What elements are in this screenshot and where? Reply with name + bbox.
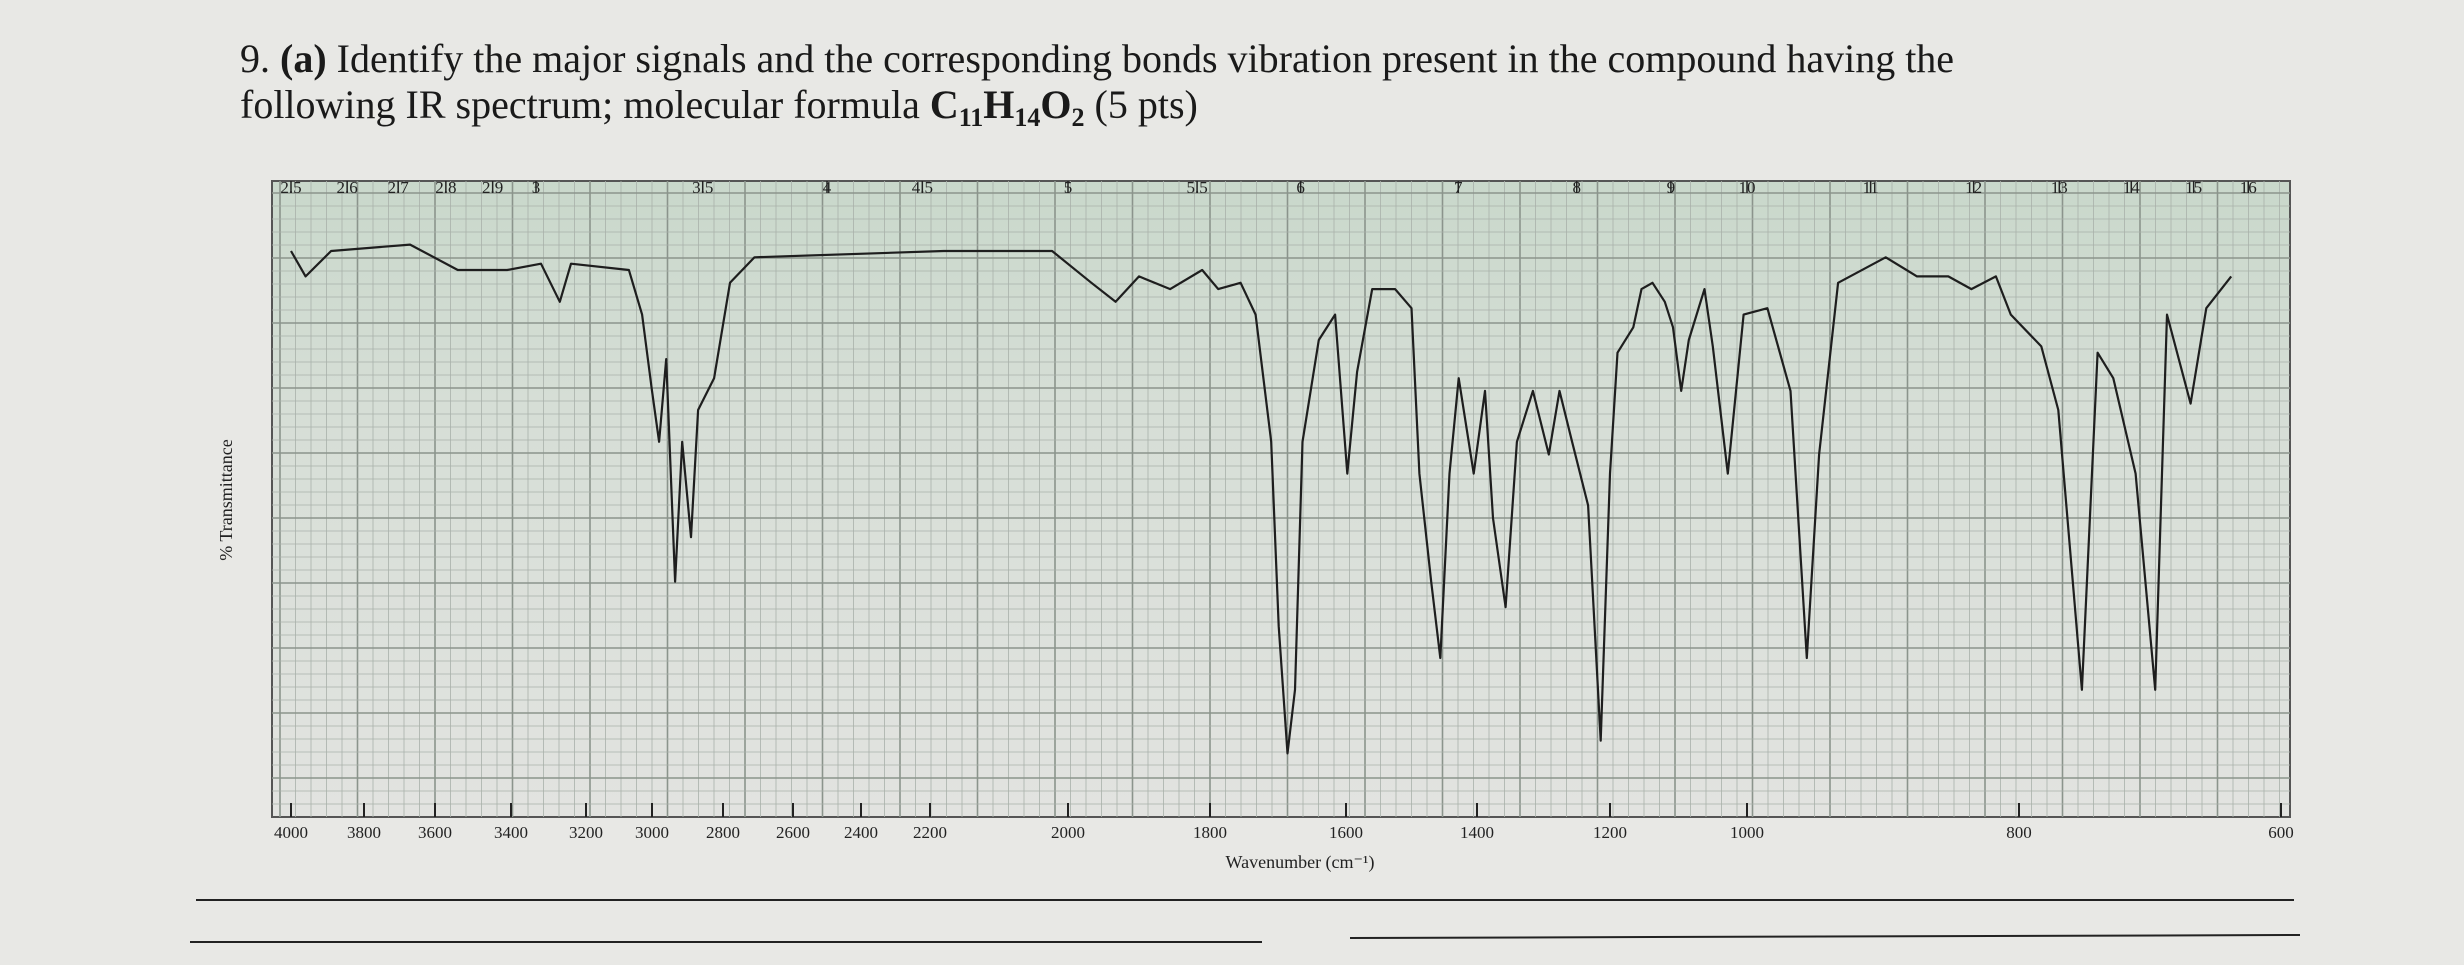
formula-symbol: C [930, 82, 959, 127]
x-tick-label: 3400 [494, 823, 528, 842]
x-tick-label: 2400 [844, 823, 878, 842]
x-tick-label: 3600 [418, 823, 452, 842]
x2-tick-label: 4.5 [912, 178, 933, 197]
question-part: (a) [280, 36, 327, 81]
formula-count: 11 [959, 103, 984, 132]
x2-tick-label: 3 [532, 178, 541, 197]
x-tick-label: 4000 [274, 823, 308, 842]
x-tick-label: 800 [2006, 823, 2032, 842]
x-tick-label: 600 [2268, 823, 2294, 842]
x-tick-label: 2800 [706, 823, 740, 842]
formula-symbol: H [983, 82, 1014, 127]
x2-tick-label: 7 [1454, 178, 1463, 197]
x-tick-label: 1800 [1193, 823, 1227, 842]
formula-count: 2 [1072, 103, 1085, 132]
y-axis-label: % Transmittance [216, 439, 236, 561]
formula-count: 14 [1014, 103, 1040, 132]
x-tick-label: 1400 [1460, 823, 1494, 842]
grid [272, 181, 2290, 817]
x-tick-label: 3000 [635, 823, 669, 842]
question-line-2: following IR spectrum; molecular formula… [240, 82, 1198, 132]
x2-tick-label: 14 [2123, 178, 2141, 197]
x-tick-label: 1600 [1329, 823, 1363, 842]
x2-tick-label: 16 [2240, 178, 2257, 197]
question-line-1: 9. (a) Identify the major signals and the … [240, 36, 1954, 81]
x-tick-label: 1000 [1730, 823, 1764, 842]
x2-tick-label: 15 [2185, 178, 2202, 197]
x-tick-label: 3200 [569, 823, 603, 842]
question-text: following IR spectrum; molecular formula [240, 82, 920, 127]
formula-symbol: O [1040, 82, 1071, 127]
x2-tick-label: 9 [1667, 178, 1676, 197]
x2-tick-label: 6 [1296, 178, 1305, 197]
x2-tick-label: 2.8 [435, 178, 456, 197]
x2-tick-label: 2.7 [388, 178, 410, 197]
x-axis-label: Wavenumber (cm⁻¹) [1226, 852, 1375, 873]
x-tick-label: 1200 [1593, 823, 1627, 842]
x-tick-label: 3800 [347, 823, 381, 842]
question-text: Identify the major signals and the corre… [337, 36, 1954, 81]
spectrum-trace [290, 243, 2233, 755]
x2-tick-label: 13 [2051, 178, 2068, 197]
x2-tick-label: 2.5 [280, 178, 301, 197]
answer-line [1349, 934, 2301, 939]
x-tick-label: 2000 [1051, 823, 1085, 842]
x2-tick-label: 8 [1573, 178, 1582, 197]
x2-tick-label: 2.6 [337, 178, 358, 197]
x2-tick-label: 5 [1064, 178, 1073, 197]
question-number: 9. [240, 36, 270, 81]
x2-tick-label: 2.9 [482, 178, 503, 197]
x2-tick-label: 3.5 [692, 178, 713, 197]
x2-tick-label: 12 [1965, 178, 1982, 197]
x2-tick-label: 10 [1739, 178, 1756, 197]
spectrum: 4000 3800 3600 3400 3200 3000 2800 2600 2400 2200… [274, 178, 2294, 842]
x2-tick-label: 11 [1862, 178, 1878, 197]
x2-tick-label: 5.5 [1186, 178, 1207, 197]
points: (5 pts) [1095, 82, 1198, 127]
x2-tick-label: 4 [823, 178, 832, 197]
x-tick-label: 2600 [776, 823, 810, 842]
x-tick-label: 2200 [913, 823, 947, 842]
